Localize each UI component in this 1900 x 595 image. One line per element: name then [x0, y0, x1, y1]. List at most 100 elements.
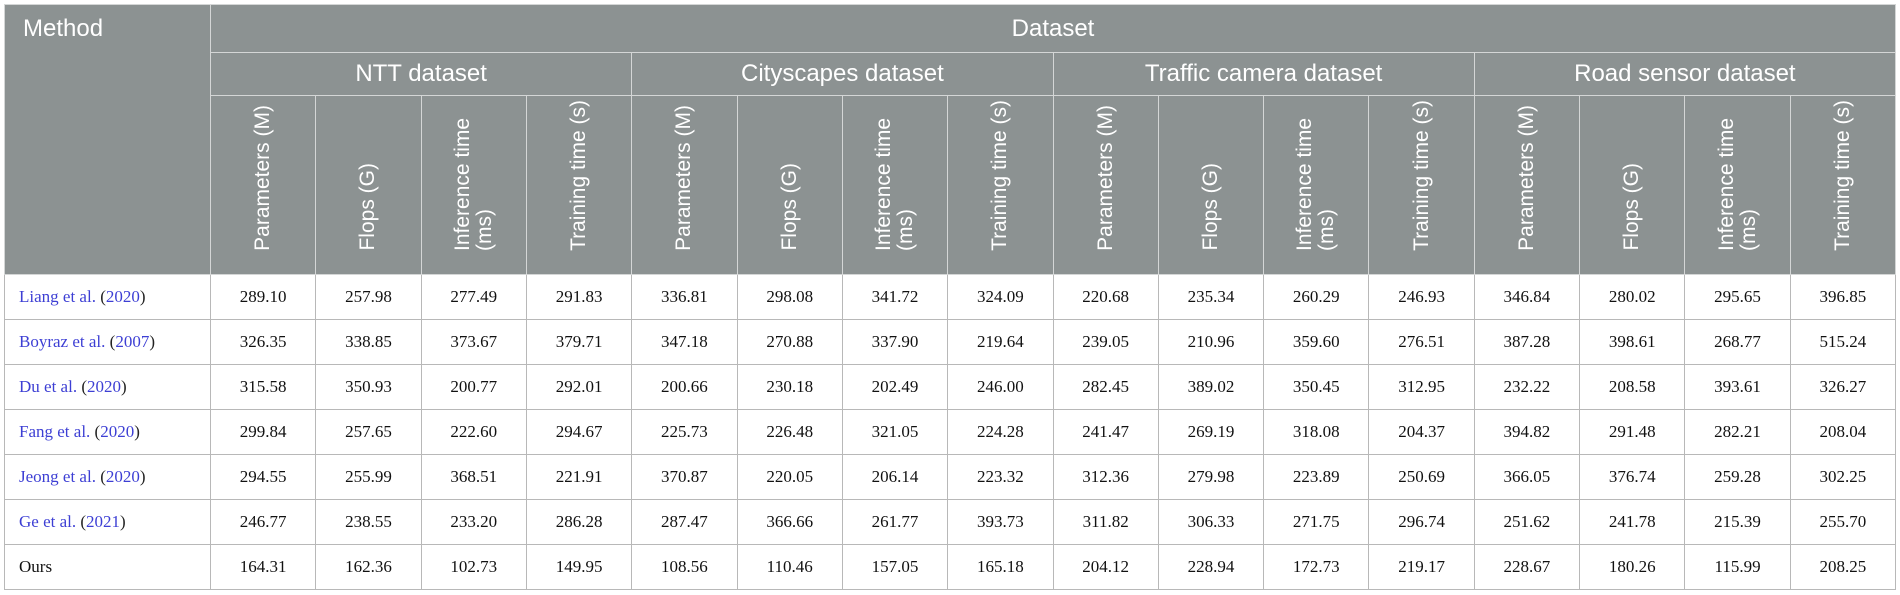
method-cell: Jeong et al. (2020): [4, 454, 211, 500]
metric-header-label: Inference time (ms): [1714, 117, 1760, 251]
value-cell: 215.39: [1684, 499, 1791, 545]
table-row: Boyraz et al. (2007) 326.35 338.85 373.67 37…: [4, 319, 1897, 365]
value-cell: 108.56: [631, 544, 738, 590]
value-cell: 276.51: [1368, 319, 1475, 365]
value-cell: 282.45: [1052, 364, 1159, 410]
dataset-group-row: NTT dataset Cityscapes dataset Traffic c…: [5, 52, 1897, 96]
value-cell: 235.34: [1157, 274, 1265, 320]
value-cell: 239.05: [1052, 319, 1159, 365]
method-author-link[interactable]: Liang et al.: [19, 287, 96, 306]
method-year-link[interactable]: 2020: [105, 467, 140, 486]
value-cell: 271.75: [1263, 499, 1370, 545]
value-cell: 277.49: [420, 274, 527, 320]
metric-header-label: Parameters (M): [251, 105, 275, 251]
value-cell: 393.73: [947, 499, 1054, 545]
value-cell: 165.18: [947, 544, 1054, 590]
value-cell: 255.70: [1789, 499, 1897, 545]
value-cell: 164.31: [209, 544, 317, 590]
value-cell: 299.84: [209, 409, 317, 455]
value-cell: 359.60: [1263, 319, 1370, 365]
metric-header: Parameters (M): [209, 95, 317, 275]
method-name: Ours: [19, 557, 53, 576]
value-cell: 289.10: [209, 274, 317, 320]
paren-open: (: [95, 467, 106, 486]
paren-close: ): [134, 422, 140, 441]
value-cell: 246.93: [1368, 274, 1475, 320]
dataset-header: Dataset: [210, 4, 1896, 53]
value-cell: 162.36: [315, 544, 422, 590]
metric-header-label: Inference time (ms): [450, 117, 496, 251]
metric-header: Flops (G): [1157, 95, 1265, 275]
value-cell: 230.18: [736, 364, 843, 410]
value-cell: 302.25: [1789, 454, 1897, 500]
value-cell: 286.28: [525, 499, 633, 545]
value-cell: 204.37: [1368, 409, 1475, 455]
metric-header: Inference time (ms): [420, 95, 527, 275]
method-year-link[interactable]: 2021: [86, 512, 121, 531]
table-row: Liang et al. (2020) 289.10 257.98 277.49 291…: [4, 274, 1897, 320]
group-header-cityscapes: Cityscapes dataset: [631, 52, 1054, 96]
value-cell: 280.02: [1579, 274, 1686, 320]
value-cell: 312.36: [1052, 454, 1159, 500]
value-cell: 257.65: [315, 409, 422, 455]
metric-header: Inference time (ms): [841, 95, 949, 275]
value-cell: 315.58: [209, 364, 317, 410]
method-column-header: Method: [4, 4, 211, 275]
method-year-link[interactable]: 2020: [100, 422, 135, 441]
value-cell: 379.71: [525, 319, 633, 365]
value-cell: 366.66: [736, 499, 843, 545]
value-cell: 292.01: [525, 364, 633, 410]
value-cell: 200.77: [420, 364, 527, 410]
value-cell: 515.24: [1789, 319, 1897, 365]
value-cell: 260.29: [1263, 274, 1370, 320]
paren-open: (: [77, 377, 87, 396]
value-cell: 393.61: [1684, 364, 1791, 410]
value-cell: 366.05: [1473, 454, 1581, 500]
method-author-link[interactable]: Jeong et al.: [19, 467, 96, 486]
paren-close: ): [139, 467, 146, 486]
value-cell: 337.90: [841, 319, 949, 365]
value-cell: 241.78: [1579, 499, 1686, 545]
metric-header: Training time (s): [1368, 95, 1475, 275]
method-author-link[interactable]: Fang et al.: [19, 422, 91, 441]
value-cell: 270.88: [736, 319, 843, 365]
value-cell: 298.08: [736, 274, 843, 320]
method-year-link[interactable]: 2007: [115, 332, 150, 351]
value-cell: 350.45: [1263, 364, 1370, 410]
value-cell: 279.98: [1157, 454, 1265, 500]
value-cell: 238.55: [315, 499, 422, 545]
method-year-link[interactable]: 2020: [87, 377, 121, 396]
table-header: Method Dataset NTT dataset Cityscapes da…: [4, 4, 1897, 275]
value-cell: 208.58: [1579, 364, 1686, 410]
metric-header-label: Flops (G): [777, 163, 801, 251]
metric-header: Flops (G): [315, 95, 422, 275]
value-cell: 228.67: [1473, 544, 1581, 590]
value-cell: 296.74: [1368, 499, 1475, 545]
value-cell: 341.72: [841, 274, 949, 320]
value-cell: 324.09: [947, 274, 1054, 320]
metric-header: Flops (G): [736, 95, 843, 275]
metric-header: Training time (s): [525, 95, 633, 275]
method-author-link[interactable]: Ge et al.: [19, 512, 77, 531]
value-cell: 220.05: [736, 454, 843, 500]
value-cell: 398.61: [1579, 319, 1686, 365]
value-cell: 295.65: [1684, 274, 1791, 320]
value-cell: 347.18: [631, 319, 738, 365]
method-author-link[interactable]: Boyraz et al.: [19, 332, 106, 351]
metric-header-label: Inference time (ms): [872, 117, 918, 251]
value-cell: 373.67: [420, 319, 527, 365]
metric-header: Training time (s): [1789, 95, 1897, 275]
metric-header: Parameters (M): [1473, 95, 1581, 275]
value-cell: 346.84: [1473, 274, 1581, 320]
value-cell: 336.81: [631, 274, 738, 320]
metric-header-label: Training time (s): [567, 100, 591, 251]
metric-header-label: Training time (s): [988, 100, 1012, 251]
method-year-link[interactable]: 2020: [105, 287, 140, 306]
value-cell: 220.68: [1052, 274, 1159, 320]
method-cell: Fang et al. (2020): [4, 409, 211, 455]
table-body: Liang et al. (2020) 289.10 257.98 277.49 291…: [4, 274, 1897, 590]
metric-header: Inference time (ms): [1684, 95, 1791, 275]
method-author-link[interactable]: Du et al.: [19, 377, 78, 396]
value-cell: 246.77: [209, 499, 317, 545]
paren-open: (: [90, 422, 101, 441]
